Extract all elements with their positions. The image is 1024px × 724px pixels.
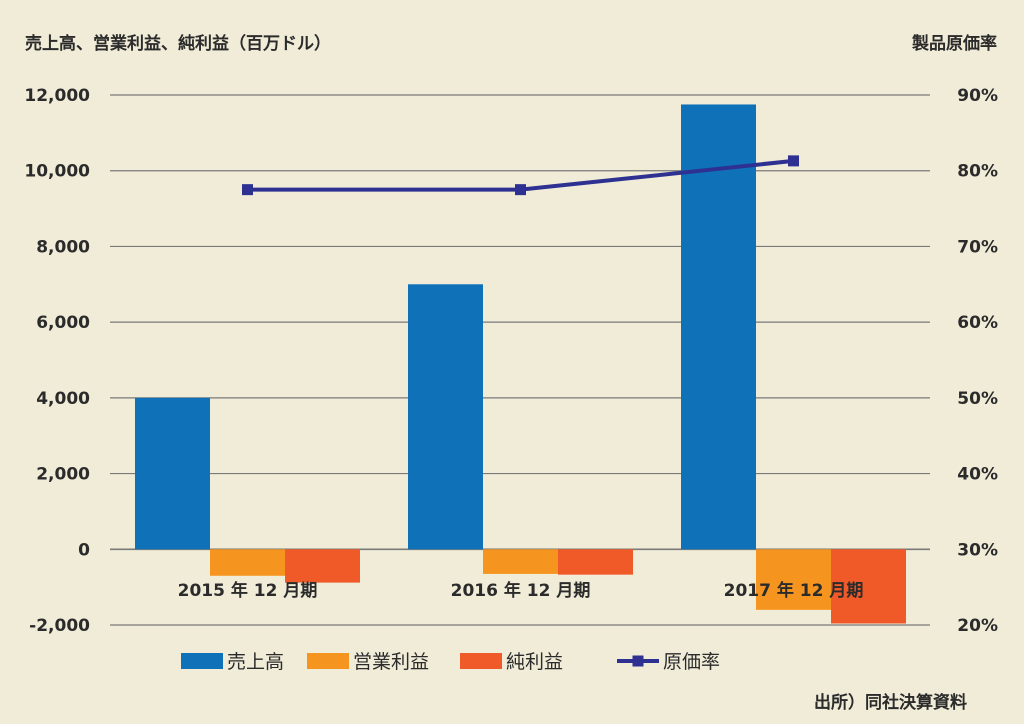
right-tick-label: 70%	[957, 237, 998, 257]
right-axis-title: 製品原価率	[911, 33, 997, 54]
left-tick-label: 8,000	[36, 237, 90, 257]
right-tick-label: 50%	[957, 389, 998, 409]
legend-swatch	[181, 653, 223, 669]
legend-label: 純利益	[506, 651, 563, 673]
left-axis-title: 売上高、営業利益、純利益（百万ドル）	[25, 33, 331, 54]
legend-label: 営業利益	[353, 651, 429, 673]
left-axis-ticks: 12,000 10,000 8,000 6,000 4,000 2,000 0 -2,000	[24, 86, 90, 636]
left-tick-label: 12,000	[24, 86, 90, 106]
bar-net-profit	[285, 549, 360, 583]
legend: 売上高 営業利益 純利益 原価率	[181, 651, 720, 673]
bar-operating-profit	[483, 549, 558, 574]
category-labels: 2015 年 12 月期 2016 年 12 月期 2017 年 12 月期	[178, 580, 864, 601]
bar-operating-profit	[756, 549, 831, 610]
left-tick-label: 0	[78, 540, 90, 560]
source-note: 出所）同社決算資料	[814, 692, 967, 713]
left-tick-label: 10,000	[24, 162, 90, 182]
gridlines	[110, 94, 930, 626]
right-tick-label: 80%	[957, 162, 998, 182]
bars	[135, 104, 906, 624]
legend-swatch	[307, 653, 349, 669]
cost-ratio-point	[788, 155, 799, 167]
bar-sales	[135, 397, 210, 550]
right-tick-label: 60%	[957, 313, 998, 333]
right-tick-label: 40%	[957, 465, 998, 485]
cost-ratio-point	[242, 184, 253, 196]
left-tick-label: 6,000	[36, 313, 90, 333]
left-tick-label: 4,000	[36, 389, 90, 409]
bar-sales	[681, 104, 756, 550]
category-label: 2017 年 12 月期	[724, 580, 864, 601]
right-axis-ticks: 90% 80% 70% 60% 50% 40% 30% 20%	[957, 86, 998, 636]
right-tick-label: 20%	[957, 616, 998, 636]
legend-swatch	[460, 653, 502, 669]
bar-sales	[408, 284, 483, 550]
right-tick-label: 30%	[957, 540, 998, 560]
legend-label: 売上高	[227, 651, 284, 673]
left-tick-label: 2,000	[36, 465, 90, 485]
category-label: 2015 年 12 月期	[178, 580, 318, 601]
category-label: 2016 年 12 月期	[451, 580, 591, 601]
bar-net-profit	[831, 549, 906, 624]
cost-ratio-line	[242, 155, 799, 196]
bar-operating-profit	[210, 549, 285, 576]
legend-label: 原価率	[663, 651, 720, 673]
legend-swatch-marker	[632, 655, 644, 667]
right-tick-label: 90%	[957, 86, 998, 106]
bar-net-profit	[558, 549, 633, 575]
left-tick-label: -2,000	[29, 616, 90, 636]
cost-ratio-point	[515, 184, 526, 196]
